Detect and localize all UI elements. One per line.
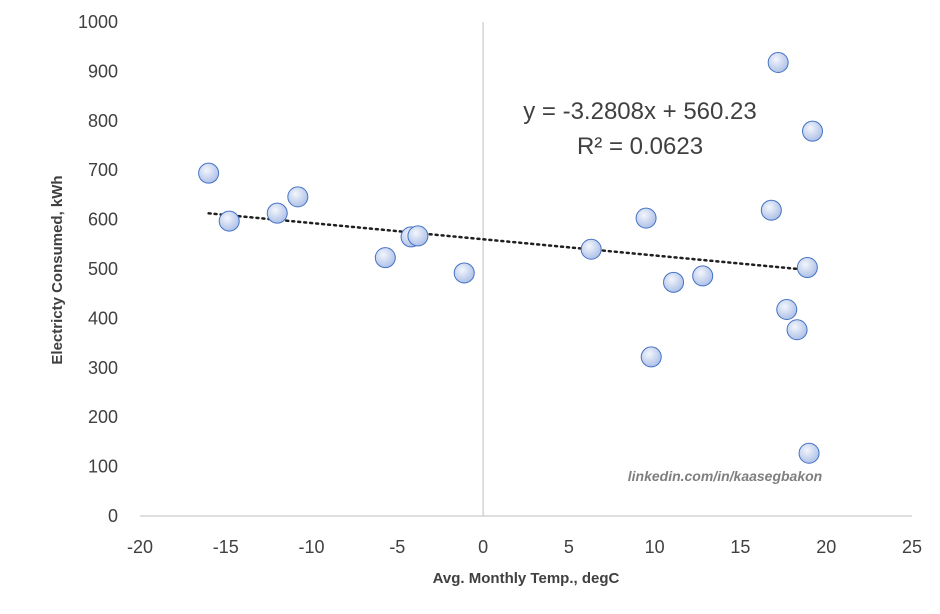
y-tick-label: 400 [88, 308, 118, 328]
data-point [640, 346, 662, 368]
x-tick-label: -15 [213, 537, 239, 557]
y-tick-label: 0 [108, 506, 118, 526]
y-axis-title: Electricty Consumed, kWh [49, 175, 66, 364]
trendline [207, 212, 814, 272]
data-point [580, 238, 602, 260]
trendline-line [207, 212, 814, 272]
x-tick-label: -20 [127, 537, 153, 557]
axes [140, 22, 912, 517]
data-point [407, 225, 429, 247]
x-tick-labels: -20 -15 -10 -5 0 5 10 15 20 25 [127, 537, 922, 557]
y-tick-labels: 0 100 200 300 400 500 600 700 800 900 1000 [78, 12, 118, 526]
data-point [218, 210, 240, 232]
data-point [453, 262, 475, 284]
data-point [692, 265, 714, 287]
r-squared-label: R² = 0.0623 [577, 133, 703, 160]
x-tick-label: -5 [389, 537, 405, 557]
x-tick-label: 20 [816, 537, 836, 557]
y-tick-label: 900 [88, 61, 118, 81]
x-tick-label: 0 [478, 537, 488, 557]
x-tick-label: 15 [730, 537, 750, 557]
data-point [786, 319, 808, 341]
data-point [776, 299, 798, 321]
data-point [287, 186, 309, 208]
data-point [635, 207, 657, 229]
data-point [760, 199, 782, 221]
x-tick-label: 5 [564, 537, 574, 557]
y-tick-label: 300 [88, 358, 118, 378]
data-point [796, 257, 818, 279]
data-point [266, 202, 288, 224]
y-tick-label: 600 [88, 210, 118, 230]
y-tick-label: 500 [88, 259, 118, 279]
watermark-text: linkedin.com/in/kaasegbakon [628, 468, 823, 484]
x-tick-label: 25 [902, 537, 922, 557]
y-tick-label: 800 [88, 111, 118, 131]
y-tick-label: 100 [88, 457, 118, 477]
data-point [198, 162, 220, 184]
y-tick-label: 1000 [78, 12, 118, 32]
x-axis-title: Avg. Monthly Temp., degC [433, 570, 620, 587]
data-point [767, 52, 789, 74]
trendline-equation: y = -3.2808x + 560.23 [523, 98, 757, 125]
data-point [798, 442, 820, 464]
x-tick-label: -10 [299, 537, 325, 557]
data-point [374, 247, 396, 269]
data-points [198, 52, 823, 464]
y-tick-label: 200 [88, 407, 118, 427]
y-tick-label: 700 [88, 160, 118, 180]
x-tick-label: 10 [645, 537, 665, 557]
data-point [663, 271, 685, 293]
data-point [801, 120, 823, 142]
